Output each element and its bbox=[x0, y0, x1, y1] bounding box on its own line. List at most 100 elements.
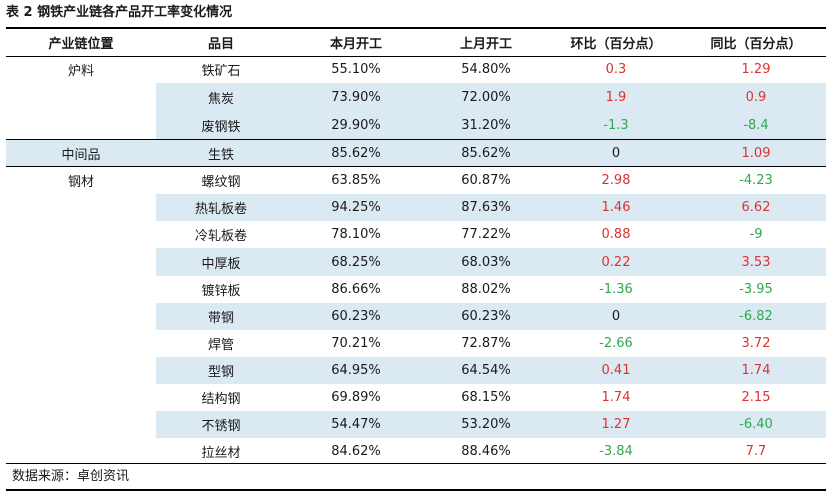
cell-yoy: 3.72 bbox=[741, 336, 771, 351]
cell-prev: 68.03% bbox=[461, 254, 511, 270]
cell-cur: 55.10% bbox=[331, 62, 381, 77]
cell-cur: 68.25% bbox=[331, 254, 381, 270]
header-item: 品目 bbox=[207, 37, 234, 52]
cell-group bbox=[6, 276, 156, 303]
cell-yoy: 3.53 bbox=[741, 254, 771, 270]
cell-cur: 85.62% bbox=[331, 145, 381, 161]
table-row: 镀锌板 86.66% 88.02% -1.36 -3.95 bbox=[6, 276, 826, 303]
row-shading bbox=[156, 194, 826, 221]
cell-mom: 0.3 bbox=[605, 62, 627, 77]
cell-mom: 0.22 bbox=[601, 254, 631, 270]
cell-yoy: 1.74 bbox=[741, 363, 771, 378]
table-row: 焦炭 73.90% 72.00% 1.9 0.9 bbox=[6, 83, 826, 111]
cell-prev: 72.87% bbox=[461, 336, 511, 351]
cell-cur: 63.85% bbox=[331, 173, 381, 188]
row-shading bbox=[156, 248, 826, 276]
cell-mom: 1.46 bbox=[601, 200, 631, 215]
header-rule bbox=[6, 56, 826, 57]
table-row: 结构钢 69.89% 68.15% 1.74 2.15 bbox=[6, 384, 826, 411]
cell-yoy: -8.4 bbox=[743, 117, 769, 133]
cell-cur: 60.23% bbox=[331, 309, 381, 324]
cell-group bbox=[6, 111, 156, 139]
cell-item: 镀锌板 bbox=[201, 284, 241, 299]
cell-item: 带钢 bbox=[207, 311, 234, 326]
table-row: 焊管 70.21% 72.87% -2.66 3.72 bbox=[6, 330, 826, 357]
cell-group bbox=[6, 83, 156, 111]
cell-cur: 69.89% bbox=[331, 390, 381, 405]
table-row: 冷轧板卷 78.10% 77.22% 0.88 -9 bbox=[6, 221, 826, 248]
cell-mom: 0.41 bbox=[601, 363, 631, 378]
cell-item: 废钢铁 bbox=[201, 119, 241, 135]
cell-mom: 1.9 bbox=[605, 89, 627, 105]
header-mom: 环比（百分点） bbox=[570, 37, 662, 52]
cell-group: 中间品 bbox=[61, 147, 101, 163]
cell-yoy: -6.82 bbox=[739, 309, 773, 324]
cell-group bbox=[6, 330, 156, 357]
footer-rule bbox=[6, 489, 826, 491]
cell-prev: 88.46% bbox=[461, 444, 511, 459]
cell-cur: 73.90% bbox=[331, 89, 381, 105]
cell-cur: 94.25% bbox=[331, 200, 381, 215]
top-rule bbox=[6, 27, 826, 29]
cell-group bbox=[6, 303, 156, 330]
cell-mom: 1.74 bbox=[601, 390, 631, 405]
table-row: 热轧板卷 94.25% 87.63% 1.46 6.62 bbox=[6, 194, 826, 221]
cell-yoy: -6.40 bbox=[739, 417, 773, 432]
cell-cur: 54.47% bbox=[331, 417, 381, 432]
cell-group bbox=[6, 221, 156, 248]
cell-group bbox=[6, 248, 156, 276]
cell-prev: 88.02% bbox=[461, 282, 511, 297]
cell-group bbox=[6, 411, 156, 438]
header-current-month: 本月开工 bbox=[329, 37, 382, 52]
cell-item: 螺纹钢 bbox=[201, 175, 241, 190]
cell-group bbox=[6, 357, 156, 384]
table-row: 炉料 铁矿石 55.10% 54.80% 0.3 1.29 bbox=[6, 56, 826, 83]
header-yoy: 同比（百分点） bbox=[710, 37, 802, 52]
cell-mom: -2.66 bbox=[599, 336, 633, 351]
cell-mom: 2.98 bbox=[601, 173, 631, 188]
cell-item: 焦炭 bbox=[207, 91, 234, 107]
cell-mom: 0.88 bbox=[601, 227, 631, 242]
cell-prev: 64.54% bbox=[461, 363, 511, 378]
cell-prev: 31.20% bbox=[461, 117, 511, 133]
cell-cur: 29.90% bbox=[331, 117, 381, 133]
row-shading bbox=[156, 357, 826, 384]
group-rule-1 bbox=[6, 139, 826, 140]
cell-prev: 68.15% bbox=[461, 390, 511, 405]
cell-yoy: -3.95 bbox=[739, 282, 773, 297]
cell-item: 型钢 bbox=[207, 365, 234, 380]
cell-yoy: 1.29 bbox=[741, 62, 771, 77]
cell-prev: 60.23% bbox=[461, 309, 511, 324]
cell-mom: 0 bbox=[611, 309, 621, 324]
cell-group: 炉料 bbox=[67, 64, 94, 79]
cell-yoy: 7.7 bbox=[745, 444, 767, 459]
cell-prev: 87.63% bbox=[461, 200, 511, 215]
row-shading bbox=[156, 83, 826, 111]
cell-yoy: -4.23 bbox=[739, 173, 773, 188]
cell-mom: 1.27 bbox=[601, 417, 631, 432]
header-position: 产业链位置 bbox=[48, 37, 114, 52]
cell-prev: 54.80% bbox=[461, 62, 511, 77]
table-row: 中间品 生铁 85.62% 85.62% 0 1.09 bbox=[6, 139, 826, 167]
cell-yoy: -9 bbox=[749, 227, 763, 242]
cell-item: 中厚板 bbox=[201, 256, 241, 272]
table-row: 型钢 64.95% 64.54% 0.41 1.74 bbox=[6, 357, 826, 384]
data-source-note: 数据来源：卓创资讯 bbox=[12, 469, 130, 484]
cell-item: 焊管 bbox=[207, 338, 234, 353]
cell-yoy: 2.15 bbox=[741, 390, 771, 405]
cell-item: 不锈钢 bbox=[201, 419, 241, 434]
header-last-month: 上月开工 bbox=[459, 37, 512, 52]
cell-mom: 0 bbox=[611, 145, 621, 161]
table-row: 中厚板 68.25% 68.03% 0.22 3.53 bbox=[6, 248, 826, 276]
cell-mom: -3.84 bbox=[599, 444, 633, 459]
cell-item: 冷轧板卷 bbox=[194, 229, 247, 244]
row-shading bbox=[156, 111, 826, 139]
cell-prev: 60.87% bbox=[461, 173, 511, 188]
cell-cur: 84.62% bbox=[331, 444, 381, 459]
cell-group bbox=[6, 384, 156, 411]
cell-item: 结构钢 bbox=[201, 392, 241, 407]
cell-prev: 53.20% bbox=[461, 417, 511, 432]
cell-yoy: 6.62 bbox=[741, 200, 771, 215]
cell-group bbox=[6, 438, 156, 465]
cell-item: 拉丝材 bbox=[201, 446, 241, 461]
